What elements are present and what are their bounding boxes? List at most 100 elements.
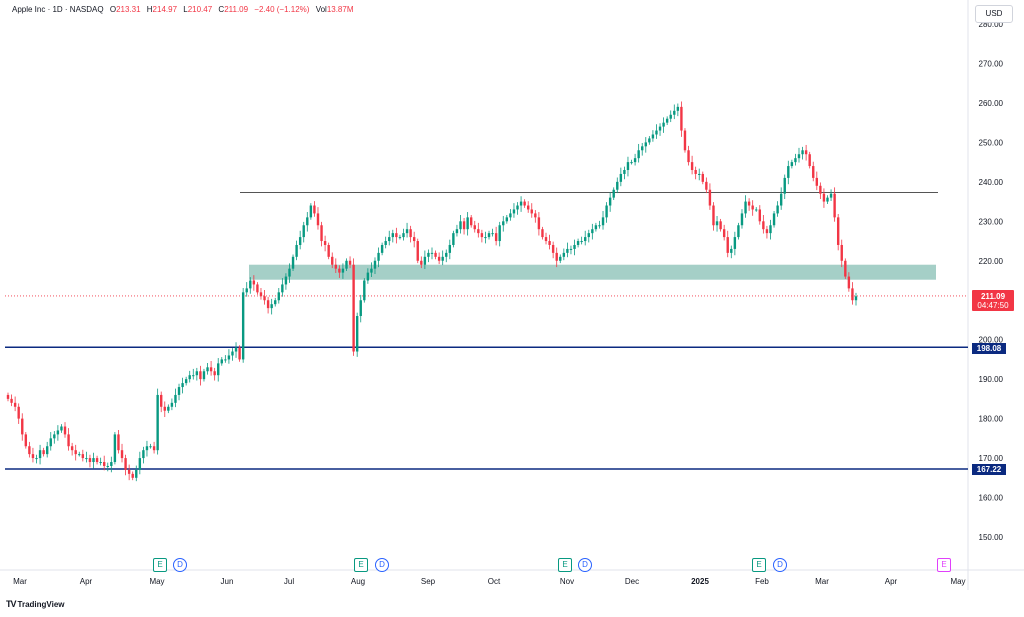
candle[interactable] bbox=[765, 225, 769, 239]
candle[interactable] bbox=[131, 471, 134, 481]
candle[interactable] bbox=[808, 151, 811, 169]
candle[interactable] bbox=[117, 430, 120, 454]
candle[interactable] bbox=[598, 220, 601, 229]
candle[interactable] bbox=[641, 142, 644, 156]
candle[interactable] bbox=[370, 262, 373, 277]
candle[interactable] bbox=[202, 368, 206, 382]
candle[interactable] bbox=[566, 242, 569, 258]
candle[interactable] bbox=[523, 199, 526, 208]
candle[interactable] bbox=[56, 425, 60, 441]
candle[interactable] bbox=[373, 257, 377, 274]
candle[interactable] bbox=[167, 404, 170, 414]
candle[interactable] bbox=[559, 254, 562, 264]
candle[interactable] bbox=[594, 222, 598, 232]
candle[interactable] bbox=[619, 167, 623, 187]
candle[interactable] bbox=[573, 239, 576, 256]
candle[interactable] bbox=[441, 250, 444, 266]
candle[interactable] bbox=[149, 443, 152, 449]
candle[interactable] bbox=[256, 282, 259, 295]
candle[interactable] bbox=[45, 441, 49, 458]
candle[interactable] bbox=[53, 431, 56, 444]
candle[interactable] bbox=[626, 156, 630, 177]
candle[interactable] bbox=[95, 455, 99, 465]
candle[interactable] bbox=[10, 394, 13, 407]
candle[interactable] bbox=[498, 221, 501, 247]
candle[interactable] bbox=[331, 252, 334, 269]
candle[interactable] bbox=[437, 252, 441, 265]
dividend-event-icon[interactable]: D bbox=[578, 558, 592, 572]
candle[interactable] bbox=[612, 187, 615, 200]
candle[interactable] bbox=[302, 221, 305, 243]
candle[interactable] bbox=[541, 226, 544, 240]
candle[interactable] bbox=[366, 268, 370, 284]
candle[interactable] bbox=[712, 202, 715, 231]
candle[interactable] bbox=[355, 312, 359, 357]
candle[interactable] bbox=[815, 171, 819, 191]
candle[interactable] bbox=[85, 451, 88, 463]
candle[interactable] bbox=[680, 101, 683, 137]
candle[interactable] bbox=[277, 287, 280, 304]
tradingview-logo[interactable]: TV TradingView bbox=[6, 599, 65, 609]
candle[interactable] bbox=[687, 145, 690, 166]
earnings-event-icon[interactable]: E bbox=[558, 558, 572, 572]
candle[interactable] bbox=[359, 294, 362, 323]
candle[interactable] bbox=[836, 214, 840, 251]
candle[interactable] bbox=[755, 207, 758, 212]
candle[interactable] bbox=[398, 234, 402, 240]
candle[interactable] bbox=[591, 223, 594, 240]
candle[interactable] bbox=[744, 195, 747, 218]
candle[interactable] bbox=[316, 207, 320, 230]
candle[interactable] bbox=[263, 289, 266, 305]
candle[interactable] bbox=[103, 455, 106, 471]
candle[interactable] bbox=[776, 201, 779, 217]
candle[interactable] bbox=[181, 377, 184, 394]
candle[interactable] bbox=[779, 187, 783, 210]
candle[interactable] bbox=[259, 287, 263, 300]
candle[interactable] bbox=[733, 231, 737, 256]
candle[interactable] bbox=[427, 249, 430, 263]
candle[interactable] bbox=[690, 155, 694, 175]
candle[interactable] bbox=[448, 239, 452, 260]
candle[interactable] bbox=[494, 226, 498, 246]
candle[interactable] bbox=[701, 171, 704, 185]
candle[interactable] bbox=[38, 444, 42, 465]
candle[interactable] bbox=[227, 349, 231, 364]
candle[interactable] bbox=[804, 144, 808, 161]
candle[interactable] bbox=[338, 265, 341, 278]
candle[interactable] bbox=[555, 247, 558, 268]
candle[interactable] bbox=[284, 273, 288, 290]
candle[interactable] bbox=[487, 230, 491, 240]
candle[interactable] bbox=[502, 215, 505, 232]
candle[interactable] bbox=[662, 117, 665, 133]
candle[interactable] bbox=[658, 123, 662, 136]
candle[interactable] bbox=[648, 136, 651, 145]
candle[interactable] bbox=[491, 228, 494, 237]
candle[interactable] bbox=[120, 443, 124, 463]
candle[interactable] bbox=[519, 196, 523, 212]
time-axis[interactable]: Mar Apr May Jun Jul Aug Sep Oct Nov Dec 2025 Feb Mar… bbox=[13, 577, 965, 586]
candle[interactable] bbox=[288, 263, 291, 283]
candle[interactable] bbox=[99, 457, 102, 466]
candle[interactable] bbox=[70, 442, 74, 456]
candle[interactable] bbox=[88, 454, 92, 468]
candle[interactable] bbox=[587, 229, 590, 243]
candle[interactable] bbox=[63, 422, 67, 438]
candle[interactable] bbox=[509, 209, 512, 221]
candle[interactable] bbox=[797, 147, 801, 163]
candle[interactable] bbox=[580, 236, 583, 245]
candle[interactable] bbox=[270, 298, 273, 315]
candle[interactable] bbox=[209, 361, 213, 376]
candle[interactable] bbox=[445, 249, 448, 263]
candle[interactable] bbox=[110, 456, 113, 473]
candle[interactable] bbox=[516, 202, 519, 215]
candle[interactable] bbox=[455, 224, 459, 237]
candle[interactable] bbox=[530, 203, 533, 218]
candle[interactable] bbox=[787, 160, 790, 185]
candle[interactable] bbox=[726, 230, 729, 258]
candle[interactable] bbox=[206, 362, 209, 375]
candle[interactable] bbox=[683, 128, 687, 153]
candle[interactable] bbox=[673, 104, 676, 120]
candle[interactable] bbox=[423, 250, 427, 270]
candle[interactable] bbox=[409, 225, 412, 243]
candle[interactable] bbox=[13, 396, 17, 412]
